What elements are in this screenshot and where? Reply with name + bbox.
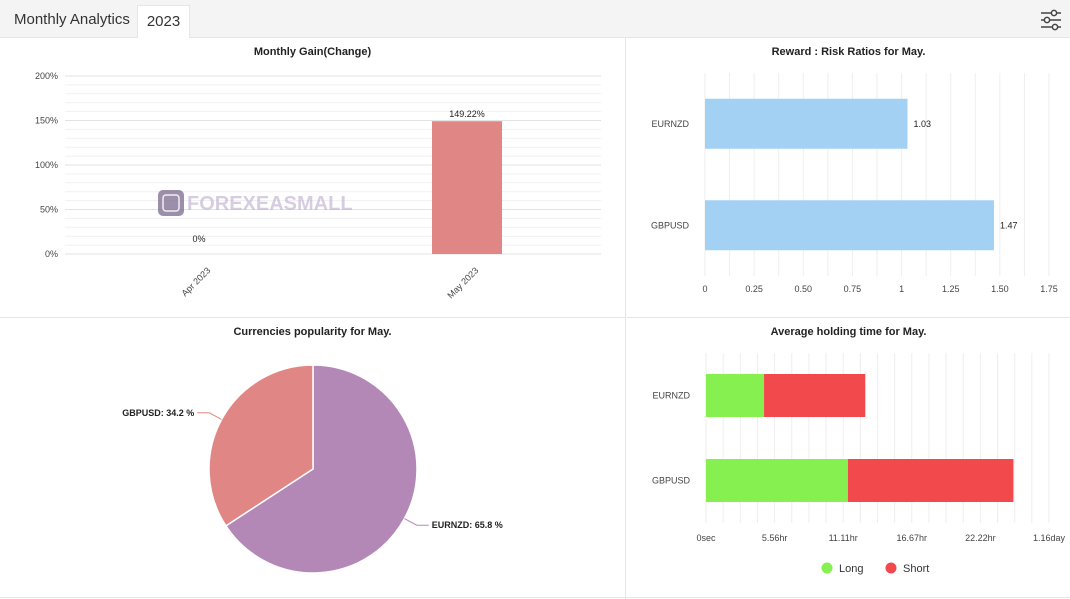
bar-eurnzd-short	[764, 374, 866, 417]
x-tick-label: 0.25	[745, 284, 763, 294]
bar-value-label: 1.47	[1000, 220, 1018, 230]
holding-time-panel: Average holding time for May. EURNZD GBPU…	[627, 318, 1070, 599]
currencies-pie-chart: EURNZD: 65.8 % GBPUSD: 34.2 %	[122, 364, 503, 574]
pie-slice-label: EURNZD: 65.8 %	[432, 520, 503, 530]
bar-eurnzd-long	[706, 374, 765, 417]
x-tick-label: 22.22hr	[965, 533, 996, 543]
currencies-popularity-title: Currencies popularity for May.	[233, 326, 392, 338]
x-tick-label: 0	[702, 284, 707, 294]
x-tick-label: 0.75	[844, 284, 862, 294]
x-tick-label: 1.50	[991, 284, 1009, 294]
x-tick-label: 1.16day	[1033, 533, 1066, 543]
analytics-header: Monthly Analytics 2023	[0, 0, 1070, 38]
bar-gbpusd	[705, 200, 994, 251]
bar-eurnzd	[705, 98, 908, 149]
watermark-text: FOREXEASMALL	[187, 193, 353, 215]
y-tick-label: 50%	[40, 205, 58, 215]
y-tick-label: 0%	[45, 249, 58, 259]
bar-value-label: 1.03	[913, 119, 931, 129]
x-tick-label: 0.50	[795, 284, 813, 294]
legend-label-long: Long	[839, 563, 863, 575]
reward-risk-chart: 1.03 1.47 EURNZD GBPUSD 0 0.25 0.50 0.75 1 1.25…	[651, 73, 1058, 294]
pie-label-connector	[197, 412, 222, 420]
x-tick-label: 1.75	[1040, 284, 1058, 294]
category-label: EURNZD	[652, 119, 690, 129]
monthly-gain-panel: Monthly Gain(Change) 0% 50% 100% 150% 200% 0…	[0, 38, 626, 318]
pie-slice-gbpusd	[208, 364, 314, 527]
bar-may-2023	[432, 121, 502, 254]
pie-label-connector	[404, 518, 429, 526]
legend-label-short: Short	[903, 563, 929, 575]
legend-marker-long	[821, 562, 833, 574]
bar-value-label: 149.22%	[449, 109, 485, 119]
watermark-logo: FOREXEASMALL	[158, 190, 353, 216]
page-title: Monthly Analytics	[14, 11, 130, 28]
x-tick-label: 0sec	[696, 533, 716, 543]
reward-risk-panel: Reward : Risk Ratios for May. 1.03 1.47 E…	[627, 38, 1070, 318]
y-tick-label: 200%	[35, 71, 58, 81]
holding-time-title: Average holding time for May.	[770, 326, 927, 338]
tab-year[interactable]: 2023	[137, 5, 190, 38]
currencies-popularity-panel: Currencies popularity for May. EURNZD: 6…	[0, 318, 626, 599]
y-tick-label: 100%	[35, 160, 58, 170]
category-label: GBPUSD	[652, 476, 691, 486]
monthly-gain-title: Monthly Gain(Change)	[253, 46, 372, 58]
y-tick-label: 150%	[35, 116, 58, 126]
x-tick-label: 1.25	[942, 284, 960, 294]
category-label: GBPUSD	[651, 220, 690, 230]
x-tick-label: Apr 2023	[180, 265, 213, 298]
x-tick-label: 1	[899, 284, 904, 294]
x-tick-label: 11.11hr	[829, 533, 858, 543]
sliders-icon[interactable]	[1039, 9, 1063, 31]
bar-gbpusd-short	[847, 459, 1014, 502]
bar-gbpusd-long	[706, 459, 848, 502]
holding-time-chart: EURNZD GBPUSD 0sec 5.56hr 11.11hr 16.67hr 22.…	[652, 353, 1066, 575]
pie-slice-label: GBPUSD: 34.2 %	[122, 408, 194, 418]
x-tick-label: May 2023	[445, 265, 480, 300]
bar-value-label: 0%	[192, 234, 205, 244]
pie-slice-eurnzd	[224, 364, 418, 574]
monthly-gain-chart: 0% 50% 100% 150% 200% 0% 149.22% Apr 2023 May …	[35, 71, 601, 300]
category-label: EURNZD	[653, 391, 691, 401]
reward-risk-title: Reward : Risk Ratios for May.	[771, 46, 926, 58]
bottom-divider	[0, 597, 1070, 598]
legend-marker-short	[885, 562, 897, 574]
x-tick-label: 5.56hr	[762, 533, 788, 543]
x-tick-label: 16.67hr	[897, 533, 928, 543]
